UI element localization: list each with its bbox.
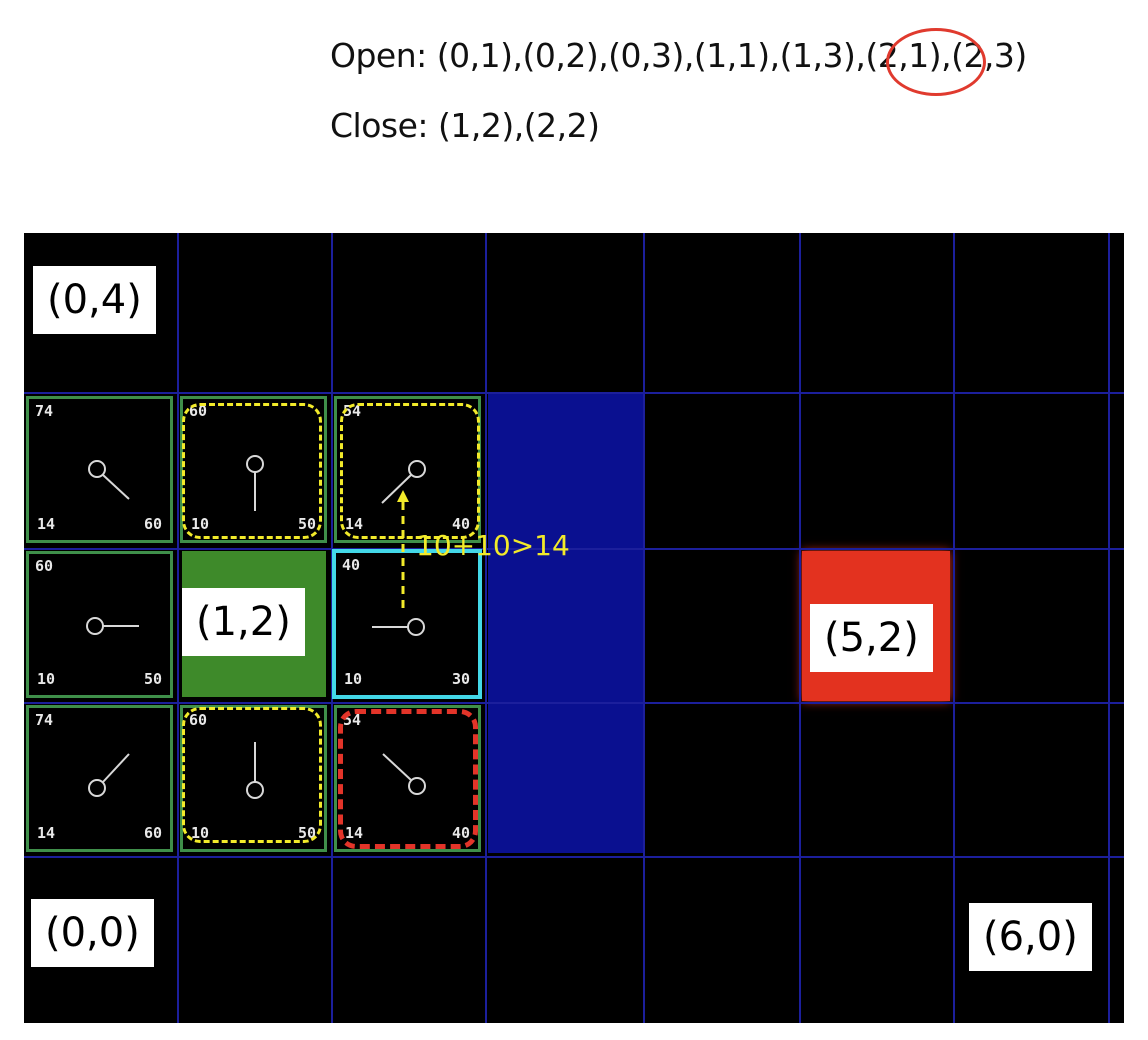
selected-node-2-1 — [338, 709, 478, 849]
grid-line-v — [643, 233, 645, 1023]
node-f-cost: 74 — [35, 711, 54, 729]
pointer-up-right-icon — [88, 753, 130, 797]
cost-comparison-arrow-icon — [397, 490, 409, 608]
node-0-2: 60 10 50 — [26, 551, 173, 698]
grid-line-h — [24, 702, 1124, 704]
grid-line-v — [485, 233, 487, 1023]
node-h-cost: 60 — [143, 824, 162, 842]
highlight-node-2-3 — [340, 403, 480, 539]
node-g-cost: 10 — [344, 670, 363, 688]
coord-label-origin: (0,0) — [31, 899, 154, 967]
grid-line-h — [24, 856, 1124, 858]
node-g-cost: 14 — [37, 824, 56, 842]
node-h-cost: 60 — [143, 515, 162, 533]
node-f-cost: 74 — [35, 402, 54, 420]
coord-label-target: (5,2) — [810, 604, 933, 672]
pointer-right-icon — [86, 617, 139, 635]
pointer-up-icon — [246, 742, 264, 799]
grid-line-v — [177, 233, 179, 1023]
wall-cells — [488, 393, 643, 853]
close-list-text: Close: (1,2),(2,2) — [330, 106, 600, 145]
grid-line-v — [799, 233, 801, 1023]
grid-line-h — [24, 392, 1124, 394]
highlight-node-1-3 — [182, 403, 322, 539]
node-g-cost: 10 — [37, 670, 56, 688]
node-2-2: 40 10 30 — [332, 549, 482, 699]
grid-line-v — [953, 233, 955, 1023]
node-0-3: 74 14 60 — [26, 396, 173, 543]
pointer-up-left-icon — [382, 753, 426, 795]
node-f-cost: 40 — [342, 556, 361, 574]
pointer-left-icon — [372, 618, 425, 636]
node-g-cost: 14 — [37, 515, 56, 533]
pointer-down-right-icon — [88, 460, 130, 500]
node-h-cost: 30 — [451, 670, 470, 688]
node-f-cost: 60 — [35, 557, 54, 575]
grid-line-h — [24, 548, 1124, 550]
coord-label-top-left: (0,4) — [33, 266, 156, 334]
highlight-node-1-1 — [182, 707, 322, 843]
pointer-down-left-icon — [381, 460, 426, 504]
grid-board: 74 14 60 60 10 50 54 14 40 60 10 50 40 1… — [24, 233, 1124, 1023]
pointer-down-icon — [246, 455, 264, 511]
node-1-3: 60 10 50 — [180, 396, 327, 543]
coord-label-start: (1,2) — [182, 588, 305, 656]
node-0-1: 74 14 60 — [26, 705, 173, 852]
cost-note: 10+10>14 — [416, 529, 570, 562]
node-h-cost: 50 — [143, 670, 162, 688]
grid-line-v — [1108, 233, 1110, 1023]
open-list-highlight-circle — [886, 28, 986, 96]
coord-label-bottom-right: (6,0) — [969, 903, 1092, 971]
